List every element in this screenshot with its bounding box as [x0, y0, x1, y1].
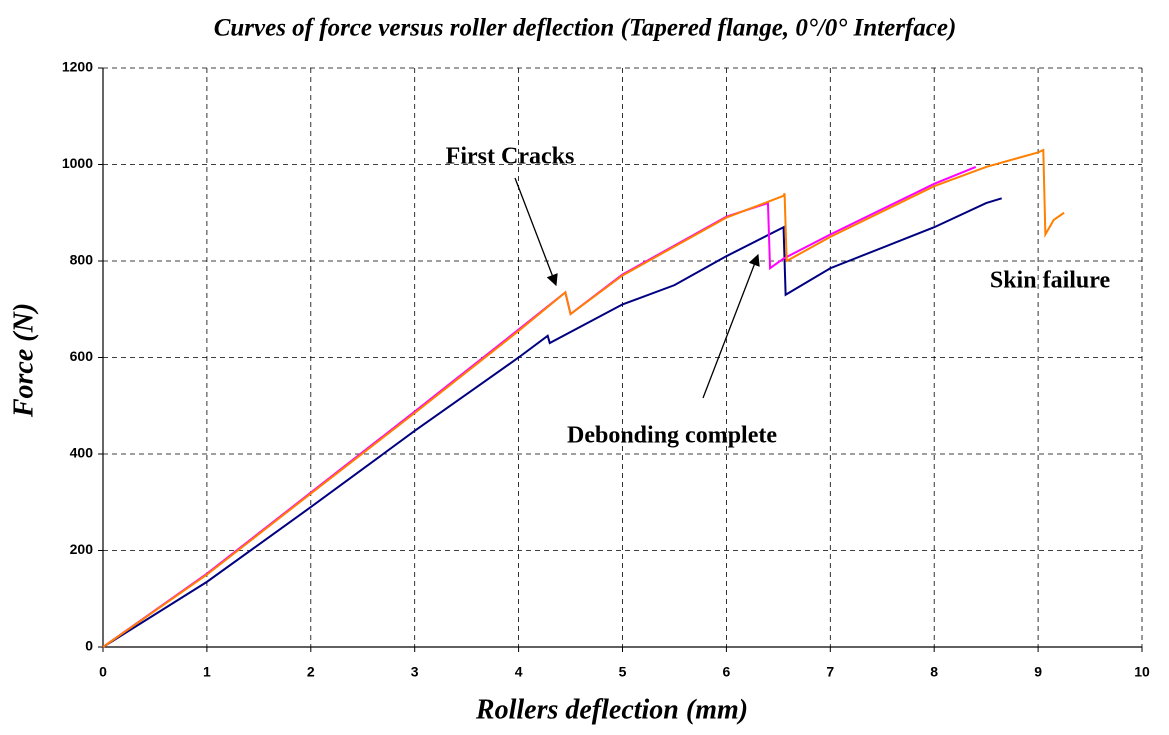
x-tick-label: 1	[203, 664, 211, 680]
arrow	[514, 177, 558, 287]
y-axis-title: Force (N)	[8, 303, 39, 418]
x-tick-label: 5	[619, 664, 627, 680]
y-tick-label: 600	[70, 348, 94, 364]
x-tick-label: 4	[515, 664, 523, 680]
x-tick-label: 10	[1134, 664, 1150, 680]
x-tick-label: 6	[723, 664, 731, 680]
series-line	[102, 148, 1065, 648]
annotation: Debonding complete	[567, 423, 777, 449]
x-tick-label: 7	[826, 664, 834, 680]
annotation: Skin failure	[990, 268, 1111, 294]
y-tick-label: 1200	[62, 59, 93, 75]
annotation: First Cracks	[446, 144, 575, 170]
x-tick-label: 0	[99, 664, 107, 680]
x-axis-title: Rollers deflection (mm)	[475, 694, 748, 725]
x-tick-label: 3	[411, 664, 419, 680]
y-tick-label: 0	[85, 638, 93, 654]
y-tick-label: 200	[70, 541, 94, 557]
arrow	[702, 253, 760, 399]
x-tick-label: 2	[307, 664, 315, 680]
x-tick-label: 8	[930, 664, 938, 680]
chart-title: Curves of force versus roller deflection…	[214, 15, 957, 42]
y-tick-label: 400	[70, 445, 94, 461]
series-line	[102, 197, 1003, 648]
series-line	[102, 165, 977, 648]
x-tick-label: 9	[1034, 664, 1042, 680]
y-tick-label: 800	[70, 252, 94, 268]
y-tick-label: 1000	[62, 155, 93, 171]
